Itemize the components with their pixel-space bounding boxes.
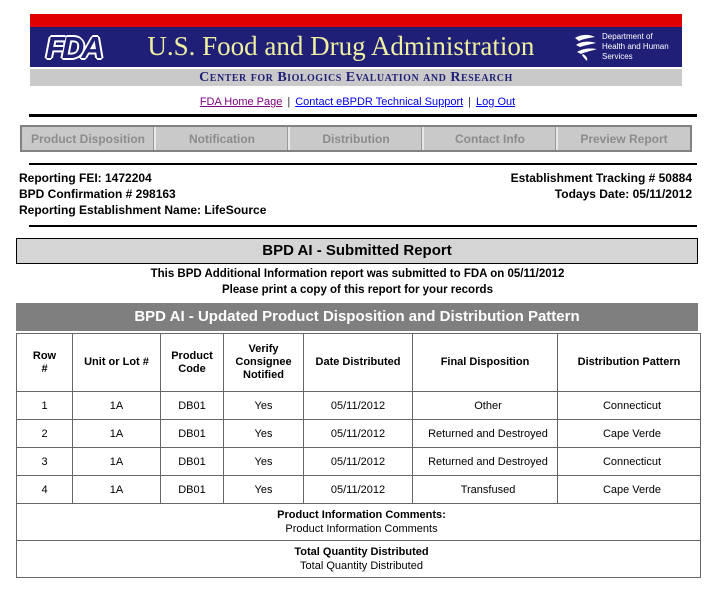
cell-product-code: DB01 [160, 391, 224, 420]
cell-final-disposition: Transfused [412, 475, 558, 504]
hhs-label: Department of Health and Human Services [602, 32, 669, 61]
reporting-establishment-name: Reporting Establishment Name: LifeSource [19, 203, 267, 217]
table-header-row: Row # Unit or Lot # Product Code Verify … [16, 333, 701, 392]
product-information-comments-cell: Product Information Comments: Product In… [16, 503, 701, 541]
todays-date: Todays Date: 05/11/2012 [554, 187, 692, 201]
total-quantity-distributed-cell: Total Quantity Distributed Total Quantit… [16, 540, 701, 578]
cell-final-disposition: Returned and Destroyed [412, 447, 558, 476]
nav-links: FDA Home Page | Contact eBPDR Technical Su… [0, 96, 715, 108]
cell-date-distributed: 05/11/2012 [303, 419, 413, 448]
log-out-link[interactable]: Log Out [476, 96, 516, 108]
cell-unit-or-lot: 1A [72, 391, 161, 420]
cell-unit-or-lot: 1A [72, 475, 161, 504]
fda-home-link[interactable]: FDA Home Page [199, 96, 283, 108]
table-row: 2 1A DB01 Yes 05/11/2012 Returned and De… [16, 419, 701, 448]
comments-row: Product Information Comments: Product In… [16, 503, 701, 541]
tab-contact-info[interactable]: Contact Info [424, 127, 558, 150]
tab-notification[interactable]: Notification [156, 127, 290, 150]
comments-value: Product Information Comments [285, 523, 438, 535]
cell-product-code: DB01 [160, 447, 224, 476]
red-top-strip [30, 14, 682, 27]
navy-banner: FDA U.S. Food and Drug Administration De… [30, 27, 682, 67]
table-row: 3 1A DB01 Yes 05/11/2012 Returned and De… [16, 447, 701, 476]
cell-row-number: 2 [16, 419, 73, 448]
link-separator: | [287, 96, 291, 108]
tab-product-disposition[interactable]: Product Disposition [22, 127, 156, 150]
report-info-right: Establishment Tracking # 50884 Todays Da… [511, 170, 692, 218]
cell-date-distributed: 05/11/2012 [303, 447, 413, 476]
divider [29, 225, 697, 227]
col-header-verify-consignee: Verify Consignee Notified [223, 333, 304, 392]
tab-preview-report[interactable]: Preview Report [580, 131, 668, 146]
report-info: Reporting FEI: 1472204 BPD Confirmation … [19, 170, 692, 218]
cell-distribution-pattern: Cape Verde [557, 419, 701, 448]
tab-bar: Product Disposition Notification Distrib… [20, 125, 692, 152]
cell-final-disposition: Other [412, 391, 558, 420]
cell-row-number: 3 [16, 447, 73, 476]
hhs-eagle-icon [575, 34, 597, 61]
report-info-left: Reporting FEI: 1472204 BPD Confirmation … [19, 170, 266, 218]
cell-row-number: 4 [16, 475, 73, 504]
table-title-bar: BPD AI - Updated Product Disposition and… [16, 303, 698, 331]
table-row: 4 1A DB01 Yes 05/11/2012 Transfused Cape… [16, 475, 701, 504]
submitted-line-1: This BPD Additional Information report w… [150, 268, 565, 280]
cell-product-code: DB01 [160, 419, 224, 448]
cell-verify-consignee: Yes [223, 391, 304, 420]
cber-subtitle-bar: Center for Biologics Evaluation and Rese… [30, 69, 682, 86]
establishment-tracking: Establishment Tracking # 50884 [510, 171, 692, 185]
col-header-final-disposition: Final Disposition [412, 333, 558, 392]
cell-distribution-pattern: Connecticut [557, 391, 701, 420]
total-row: Total Quantity Distributed Total Quantit… [16, 540, 701, 578]
banner-title: U.S. Food and Drug Administration [147, 30, 535, 61]
disposition-table-section: BPD AI - Updated Product Disposition and… [16, 303, 701, 578]
tab-distribution[interactable]: Distribution [290, 127, 424, 150]
cell-verify-consignee: Yes [223, 475, 304, 504]
divider [29, 163, 697, 165]
cell-date-distributed: 05/11/2012 [303, 475, 413, 504]
col-header-product-code: Product Code [160, 333, 224, 392]
col-header-unit-or-lot: Unit or Lot # [72, 333, 161, 392]
hhs-logo: Department of Health and Human Services [573, 32, 676, 62]
cell-row-number: 1 [16, 391, 73, 420]
submitted-line-2: Please print a copy of this report for y… [222, 284, 493, 296]
header-banner: FDA U.S. Food and Drug Administration De… [30, 14, 682, 67]
cell-final-disposition: Returned and Destroyed [412, 419, 558, 448]
divider [29, 114, 697, 117]
total-label: Total Quantity Distributed [294, 546, 429, 558]
cell-verify-consignee: Yes [223, 419, 304, 448]
bpd-confirmation: BPD Confirmation # 298163 [19, 187, 176, 201]
fda-logo: FDA [46, 29, 104, 65]
submitted-report-title: BPD AI - Submitted Report [16, 238, 698, 264]
cell-product-code: DB01 [160, 475, 224, 504]
cell-distribution-pattern: Cape Verde [557, 475, 701, 504]
table-row: 1 1A DB01 Yes 05/11/2012 Other Connectic… [16, 391, 701, 420]
col-header-row-number: Row # [16, 333, 73, 392]
reporting-fei: Reporting FEI: 1472204 [19, 171, 152, 185]
cell-verify-consignee: Yes [223, 447, 304, 476]
cell-unit-or-lot: 1A [72, 447, 161, 476]
cell-unit-or-lot: 1A [72, 419, 161, 448]
cell-date-distributed: 05/11/2012 [303, 391, 413, 420]
comments-label: Product Information Comments: [277, 509, 446, 521]
cell-distribution-pattern: Connecticut [557, 447, 701, 476]
total-value: Total Quantity Distributed [300, 560, 423, 572]
link-separator: | [468, 96, 472, 108]
col-header-date-distributed: Date Distributed [303, 333, 413, 392]
page: FDA U.S. Food and Drug Administration De… [0, 14, 715, 578]
disposition-table: Row # Unit or Lot # Product Code Verify … [16, 333, 701, 578]
contact-support-link[interactable]: Contact eBPDR Technical Support [295, 96, 464, 108]
col-header-distribution-pattern: Distribution Pattern [557, 333, 701, 392]
